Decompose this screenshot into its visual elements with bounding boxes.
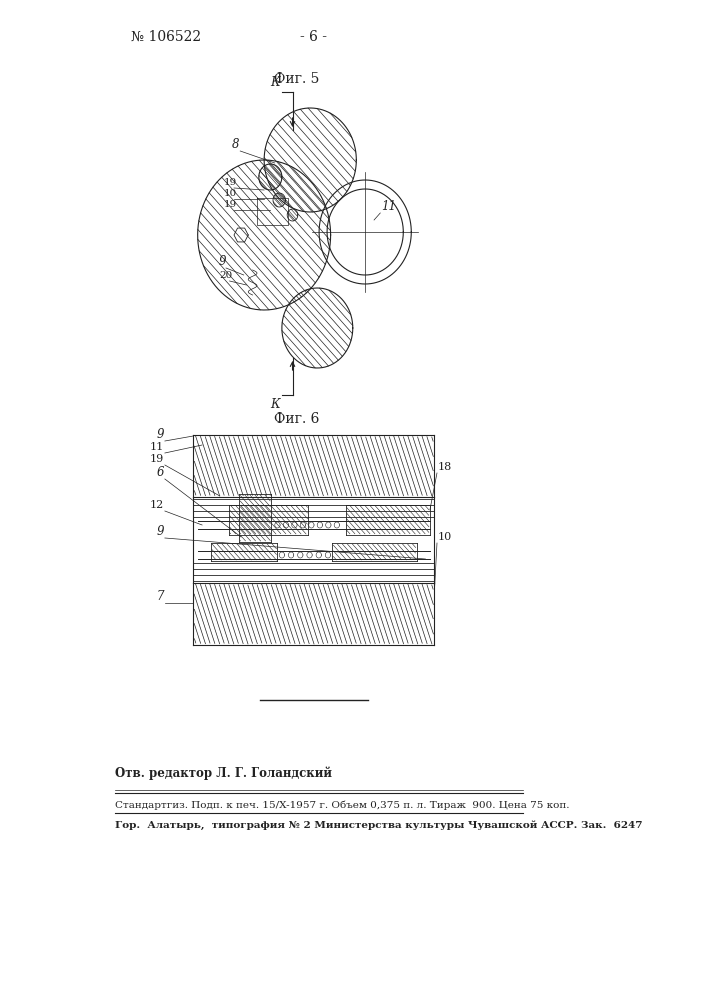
Text: 10: 10 (438, 532, 452, 542)
Text: К: К (271, 76, 280, 89)
Text: 19: 19 (223, 178, 237, 187)
Text: 6: 6 (156, 466, 164, 479)
Text: 11: 11 (150, 442, 164, 452)
Text: 10: 10 (223, 189, 237, 198)
Text: Гор.  Алатырь,  типография № 2 Министерства культуры Чувашской АССР. Зак.  6247: Гор. Алатырь, типография № 2 Министерств… (115, 820, 643, 830)
Text: 7: 7 (156, 590, 164, 603)
Text: 9: 9 (156, 525, 164, 538)
Text: 19: 19 (150, 454, 164, 464)
Text: Стандартгиз. Подп. к печ. 15/X-1957 г. Объем 0,375 п. л. Тираж  900. Цена 75 коп: Стандартгиз. Подп. к печ. 15/X-1957 г. О… (115, 800, 570, 810)
Text: К: К (271, 398, 280, 411)
Text: 11: 11 (381, 200, 396, 213)
Text: Фиг. 5: Фиг. 5 (274, 72, 320, 86)
Text: 18: 18 (438, 462, 452, 472)
Text: 9: 9 (156, 428, 164, 441)
Text: № 106522: № 106522 (132, 30, 201, 44)
Text: 20: 20 (219, 271, 232, 280)
Text: - 6 -: - 6 - (300, 30, 327, 44)
Text: 19: 19 (223, 200, 237, 209)
Text: Фиг. 6: Фиг. 6 (274, 412, 320, 426)
Text: 8: 8 (232, 138, 240, 151)
Text: 12: 12 (150, 500, 164, 510)
Text: Отв. редактор Л. Г. Голандский: Отв. редактор Л. Г. Голандский (115, 766, 332, 780)
Text: 9: 9 (219, 255, 226, 268)
